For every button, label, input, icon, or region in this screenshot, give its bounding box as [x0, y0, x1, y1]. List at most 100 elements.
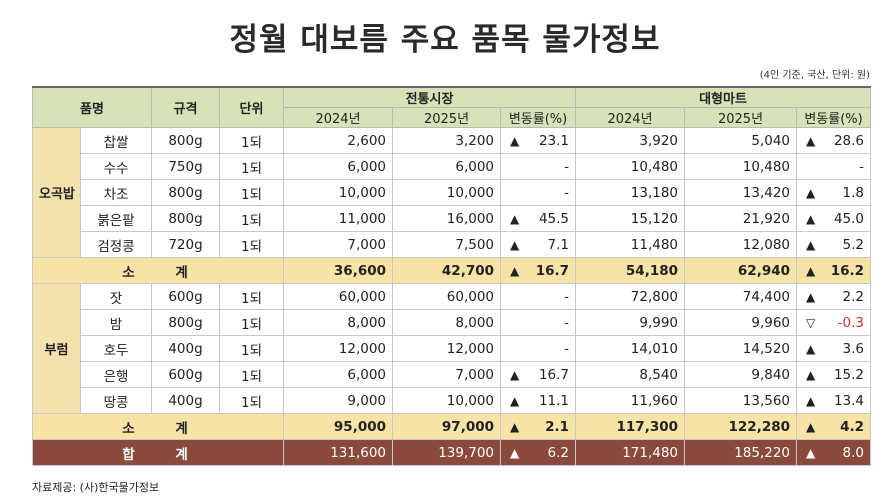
mart-change-cell: - — [796, 153, 872, 180]
change-value: 15.2 — [833, 366, 865, 383]
mart-change-cell: ▲ 28.6 — [796, 127, 872, 154]
triangle-up-icon: ▲ — [510, 367, 520, 382]
mart-2024-cell: 10,480 — [575, 153, 686, 180]
spec-cell: 750g — [151, 153, 221, 180]
mart-2025-cell: 185,220 — [684, 439, 798, 466]
table-row: 검정콩 720g 1되 7,000 7,500 ▲ 7.1 11,480 12,080 ▲ 5.2 — [33, 231, 872, 258]
total-row: 합 계 131,600 139,700 ▲ 6.2 171,480 185,220 ▲ 8.0 — [31, 439, 872, 466]
market-2025-cell: 16,000 — [392, 205, 502, 232]
market-change-cell: ▲ 23.1 — [500, 127, 577, 154]
table-row: 은행 600g 1되 6,000 7,000 ▲ 16.7 8,540 9,840 ▲ 15.2 — [33, 361, 872, 388]
header-mart-change: 변동률(%) — [796, 107, 872, 128]
triangle-up-icon: ▲ — [510, 419, 520, 434]
market-2024-cell: 131,600 — [283, 439, 394, 466]
triangle-up-icon: ▲ — [806, 133, 816, 148]
table-row: 수수 750g 1되 6,000 6,000-10,480 10,480- — [33, 153, 872, 180]
item-name-cell: 밤 — [79, 309, 153, 336]
item-name-cell: 붉은팥 — [79, 205, 153, 232]
change-value: - — [564, 340, 570, 357]
mart-2025-cell: 13,420 — [684, 179, 798, 206]
change-value: - — [859, 158, 865, 175]
change-value: 2.1 — [545, 418, 570, 435]
mart-change-cell: ▲ 15.2 — [796, 361, 872, 388]
subtotal-row: 소 계 36,600 42,700 ▲ 16.7 54,180 62,940 ▲ 16.2 — [31, 257, 872, 284]
market-2025-cell: 60,000 — [392, 283, 502, 310]
item-name-cell: 잣 — [79, 283, 153, 310]
change-value: 45.0 — [833, 210, 865, 227]
triangle-up-icon: ▲ — [806, 211, 816, 226]
mart-2024-cell: 15,120 — [575, 205, 686, 232]
table-row: 호두 400g 1되 12,000 12,000-14,010 14,520 ▲ 3.6 — [33, 335, 872, 362]
market-change-cell: ▲ 7.1 — [500, 231, 577, 258]
mart-2024-cell: 72,800 — [575, 283, 686, 310]
change-value: 3.6 — [842, 340, 865, 357]
spec-cell: 800g — [151, 127, 221, 154]
market-change-cell: ▲ 6.2 — [500, 439, 577, 466]
triangle-up-icon: ▲ — [806, 263, 816, 278]
subtotal-label: 소 계 — [31, 413, 285, 440]
spec-cell: 800g — [151, 179, 221, 206]
spec-cell: 800g — [151, 309, 221, 336]
change-value: 11.1 — [538, 392, 570, 409]
unit-cell: 1되 — [219, 231, 285, 258]
change-value: -0.3 — [837, 314, 865, 331]
item-name-cell: 은행 — [79, 361, 153, 388]
market-change-cell: - — [500, 309, 577, 336]
market-2025-cell: 97,000 — [392, 413, 502, 440]
mart-change-cell: ▲ 45.0 — [796, 205, 872, 232]
spec-cell: 800g — [151, 205, 221, 232]
mart-2025-cell: 62,940 — [684, 257, 798, 284]
market-2024-cell: 9,000 — [283, 387, 394, 414]
mart-change-cell: ▲ 3.6 — [796, 335, 872, 362]
market-2025-cell: 7,500 — [392, 231, 502, 258]
mart-2024-cell: 3,920 — [575, 127, 686, 154]
market-change-cell: - — [500, 335, 577, 362]
market-2024-cell: 8,000 — [283, 309, 394, 336]
triangle-up-icon: ▲ — [510, 211, 520, 226]
mart-2024-cell: 9,990 — [575, 309, 686, 336]
change-value: 4.2 — [840, 418, 865, 435]
mart-2024-cell: 14,010 — [575, 335, 686, 362]
change-value: - — [564, 184, 570, 201]
table-row: 붉은팥 800g 1되 11,000 16,000 ▲ 45.5 15,120 21,920 ▲ 4… — [33, 205, 872, 232]
market-change-cell: - — [500, 179, 577, 206]
change-value: - — [564, 158, 570, 175]
unit-cell: 1되 — [219, 283, 285, 310]
change-value: 1.8 — [842, 184, 865, 201]
mart-2025-cell: 13,560 — [684, 387, 798, 414]
spec-cell: 400g — [151, 387, 221, 414]
mart-2024-cell: 11,960 — [575, 387, 686, 414]
triangle-up-icon: ▲ — [510, 393, 520, 408]
unit-cell: 1되 — [219, 335, 285, 362]
mart-2025-cell: 9,960 — [684, 309, 798, 336]
market-2024-cell: 11,000 — [283, 205, 394, 232]
header-unit: 단위 — [219, 86, 285, 128]
mart-2025-cell: 21,920 — [684, 205, 798, 232]
market-2025-cell: 3,200 — [392, 127, 502, 154]
triangle-up-icon: ▲ — [510, 445, 520, 460]
change-value: 13.4 — [833, 392, 865, 409]
unit-cell: 1되 — [219, 127, 285, 154]
triangle-up-icon: ▲ — [806, 341, 816, 356]
market-2024-cell: 10,000 — [283, 179, 394, 206]
subtotal-label: 소 계 — [31, 257, 285, 284]
market-2024-cell: 36,600 — [283, 257, 394, 284]
market-2025-cell: 10,000 — [392, 387, 502, 414]
change-value: - — [564, 314, 570, 331]
mart-2025-cell: 122,280 — [684, 413, 798, 440]
unit-cell: 1되 — [219, 179, 285, 206]
change-value: 7.1 — [547, 236, 570, 253]
table-row: 차조 800g 1되 10,000 10,000-13,180 13,420 ▲ 1.8 — [33, 179, 872, 206]
mart-2024-cell: 54,180 — [575, 257, 686, 284]
triangle-up-icon: ▲ — [806, 393, 816, 408]
market-change-cell: ▲ 11.1 — [500, 387, 577, 414]
triangle-up-icon: ▲ — [806, 185, 816, 200]
table-body: 오곡밥 찹쌀 800g 1되 2,600 3,200 ▲ 23.1 3,920 5,040 ▲ 28.… — [31, 127, 872, 466]
market-2025-cell: 42,700 — [392, 257, 502, 284]
item-name-cell: 수수 — [79, 153, 153, 180]
mart-change-cell: ▲ 4.2 — [796, 413, 872, 440]
header-market-2025: 2025년 — [392, 107, 502, 128]
header-item: 품명 — [31, 86, 153, 128]
header-spec: 규격 — [151, 86, 221, 128]
market-2025-cell: 10,000 — [392, 179, 502, 206]
